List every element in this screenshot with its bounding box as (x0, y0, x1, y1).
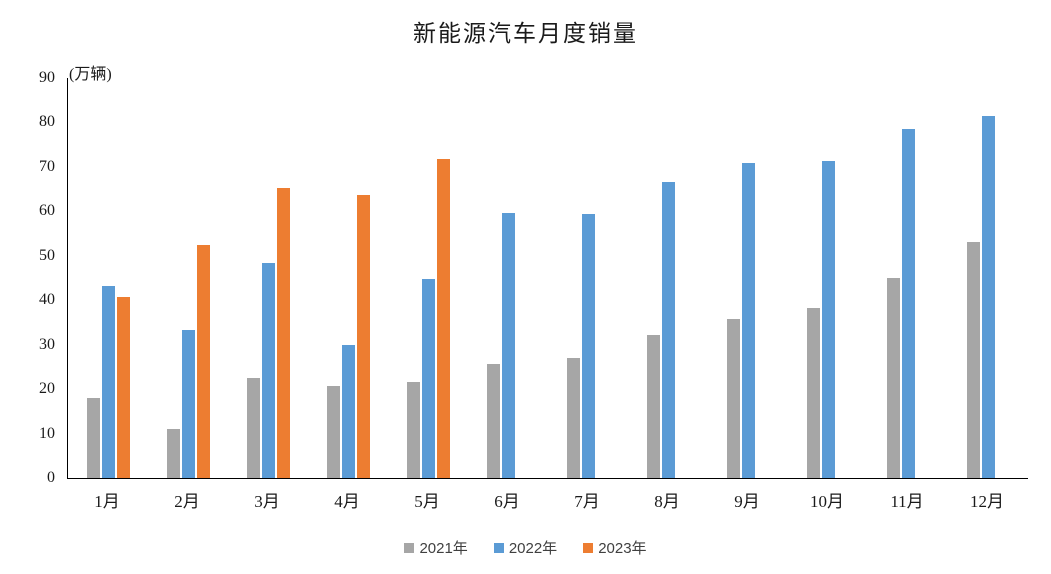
x-axis-label: 7月 (574, 492, 600, 511)
x-axis-label: 12月 (970, 492, 1004, 511)
bar-2021年 (566, 357, 580, 478)
bar-2023年 (196, 244, 210, 478)
y-tick-label: 60 (39, 202, 55, 220)
x-axis: 1月 2月 3月 4月 5月 6月 7月 8月 9月 10月 11月 12月 (67, 487, 1027, 512)
bar-2021年 (806, 307, 820, 478)
legend-label: 2021年 (419, 540, 468, 557)
legend-swatch (404, 542, 415, 553)
bar-group (388, 78, 468, 478)
x-axis-label: 11月 (890, 492, 924, 511)
bar-group (948, 78, 1028, 478)
legend-label: 2023年 (598, 540, 647, 557)
bar-2021年 (326, 386, 340, 478)
chart-title: 新能源汽车月度销量 (413, 21, 638, 46)
legend: 2021年 2022年 2023年 (0, 537, 1051, 558)
x-axis-label: 1月 (94, 492, 120, 511)
bar-2022年 (661, 182, 675, 478)
y-tick-label: 10 (39, 424, 55, 442)
legend-item: 2021年 (404, 537, 468, 558)
x-axis-label: 8月 (654, 492, 680, 511)
x-axis-label: 6月 (494, 492, 520, 511)
bar-group (548, 78, 628, 478)
y-tick-label: 50 (39, 246, 55, 264)
bar-2022年 (901, 128, 915, 478)
bar-2023年 (116, 296, 130, 478)
bar-2021年 (486, 364, 500, 478)
bar-2023年 (436, 159, 450, 478)
y-tick-label: 40 (39, 291, 55, 309)
plot-area (67, 78, 1028, 479)
bar-group (868, 78, 948, 478)
bar-2021年 (886, 278, 900, 478)
x-axis-label: 9月 (734, 492, 760, 511)
bar-2021年 (646, 335, 660, 478)
bar-2022年 (341, 345, 355, 478)
bar-2022年 (261, 262, 275, 478)
y-tick-label: 90 (39, 69, 55, 86)
y-tick-label: 70 (39, 157, 55, 175)
y-axis-unit-label: (万辆) (69, 66, 112, 83)
x-axis-label: 10月 (810, 492, 844, 511)
bar-group (628, 78, 708, 478)
bar-group (148, 78, 228, 478)
bar-group (788, 78, 868, 478)
bar-group (308, 78, 388, 478)
bar-2022年 (101, 286, 115, 478)
bar-group (708, 78, 788, 478)
x-axis-label: 4月 (334, 492, 360, 511)
x-axis-label: 5月 (414, 492, 440, 511)
bar-2023年 (356, 195, 370, 478)
y-tick-label: 0 (47, 469, 55, 486)
x-axis-label: 2月 (174, 492, 200, 511)
bar-2021年 (726, 319, 740, 478)
legend-item: 2023年 (583, 537, 647, 558)
bar-2022年 (581, 214, 595, 478)
bar-2021年 (246, 377, 260, 478)
legend-swatch (583, 542, 594, 553)
legend-label: 2022年 (508, 540, 558, 557)
bar-2021年 (166, 429, 180, 478)
bar-group (68, 78, 148, 478)
bar-2022年 (421, 279, 435, 478)
bar-2022年 (741, 163, 755, 478)
y-tick-label: 80 (39, 113, 55, 131)
bar-2021年 (966, 242, 980, 478)
bar-group (228, 78, 308, 478)
bar-2022年 (981, 116, 995, 478)
bar-2022年 (821, 160, 835, 478)
legend-swatch (493, 542, 504, 553)
bar-group (468, 78, 548, 478)
bar-2023年 (276, 187, 290, 478)
y-tick-label: 20 (39, 380, 55, 398)
y-tick-label: 30 (39, 335, 55, 353)
bar-2021年 (86, 398, 100, 478)
x-axis-label: 3月 (254, 492, 280, 511)
bar-2022年 (181, 329, 195, 478)
legend-item: 2022年 (493, 537, 558, 558)
bar-2021年 (406, 381, 420, 478)
bar-2022年 (501, 213, 515, 478)
